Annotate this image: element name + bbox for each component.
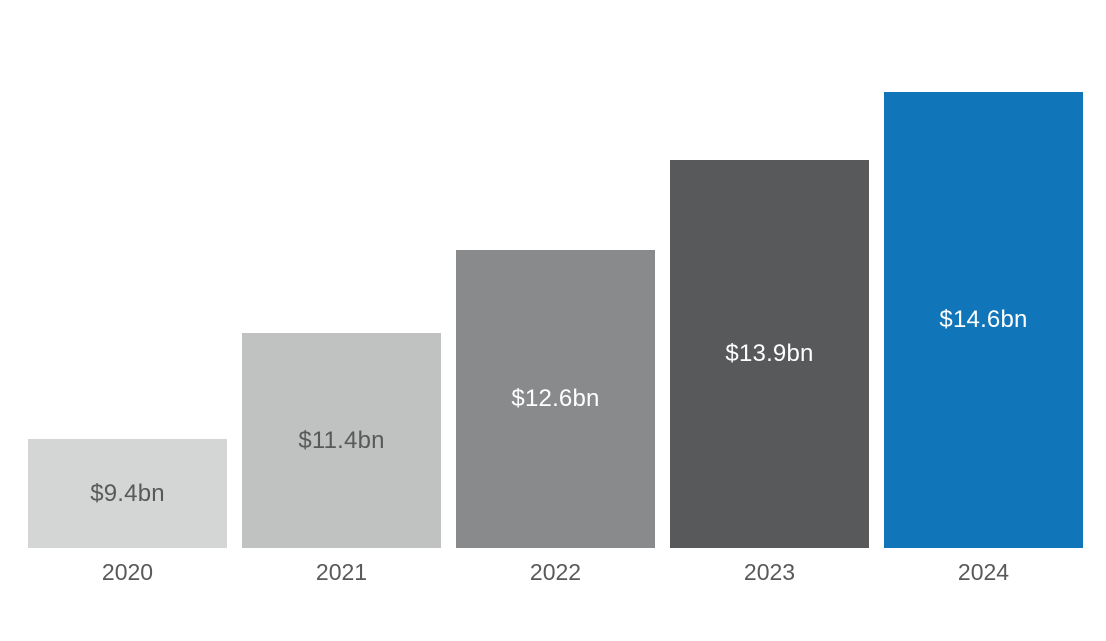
bar-2022: $12.6bn [456, 250, 655, 548]
bar-value-label: $9.4bn [90, 479, 165, 507]
x-axis-label: 2024 [957, 559, 1010, 585]
bar-value-label: $11.4bn [298, 426, 385, 454]
bar-2020: $9.4bn [28, 439, 227, 548]
bar-value-label: $14.6bn [939, 306, 1028, 333]
x-axis-label: 2020 [101, 559, 154, 585]
bar-2023: $13.9bn [670, 160, 869, 548]
bar-column-2022: $12.6bn 2022 [456, 0, 655, 641]
bar-2021: $11.4bn [242, 333, 441, 548]
x-axis-label: 2021 [315, 559, 368, 585]
bar-column-2023: $13.9bn 2023 [670, 0, 869, 641]
bar-column-2024: $14.6bn 2024 [884, 0, 1083, 641]
x-axis-label: 2022 [529, 559, 582, 585]
bar-column-2021: $11.4bn 2021 [242, 0, 441, 641]
bar-chart: $9.4bn 2020 $11.4bn 2021 $12.6bn 2022 $13.9bn 2… [28, 0, 1083, 641]
bar-value-label: $12.6bn [511, 385, 600, 412]
x-axis-label: 2023 [743, 559, 796, 585]
bar-2024: $14.6bn [884, 92, 1083, 548]
bar-value-label: $13.9bn [725, 340, 814, 367]
bar-column-2020: $9.4bn 2020 [28, 0, 227, 641]
